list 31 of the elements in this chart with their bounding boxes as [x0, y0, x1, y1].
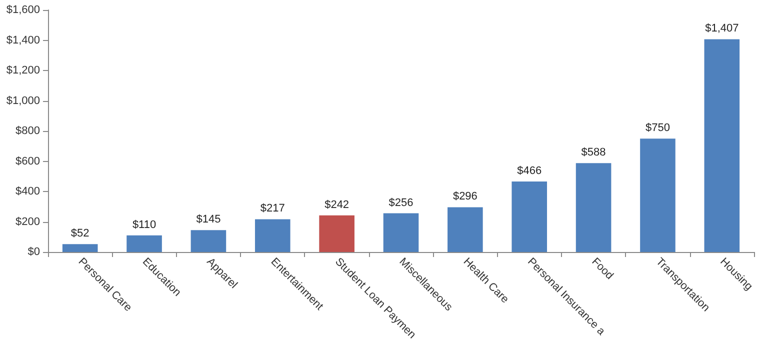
bar	[576, 163, 612, 252]
data-label: $217	[260, 202, 285, 215]
data-label: $1,407	[705, 22, 739, 35]
data-label: $750	[645, 122, 670, 134]
bar	[704, 39, 740, 252]
bar	[126, 235, 162, 252]
bar	[383, 213, 419, 252]
data-label: $52	[70, 228, 90, 240]
bar	[254, 219, 290, 252]
y-tick-label: $1,400	[6, 34, 40, 46]
data-label: $110	[132, 218, 156, 231]
data-label: $145	[196, 214, 221, 226]
y-tick-label: $0	[28, 246, 40, 258]
bar	[190, 230, 226, 252]
y-tick-label: $600	[16, 155, 40, 168]
bar	[512, 182, 548, 252]
y-tick-label: $1,600	[6, 4, 40, 16]
y-tick-label: $800	[16, 125, 40, 138]
bar	[319, 215, 354, 252]
bar	[640, 138, 676, 252]
data-label: $466	[517, 165, 542, 178]
y-tick-label: $1,000	[6, 94, 40, 107]
bar	[62, 244, 98, 252]
data-label: $296	[452, 190, 478, 203]
data-label: $256	[388, 196, 414, 209]
y-tick-label: $200	[16, 216, 40, 228]
y-tick-label: $400	[16, 186, 40, 198]
bar	[448, 207, 483, 252]
y-tick-label: $1,200	[6, 64, 40, 77]
data-label: $242	[324, 198, 350, 211]
data-label: $588	[581, 146, 606, 159]
